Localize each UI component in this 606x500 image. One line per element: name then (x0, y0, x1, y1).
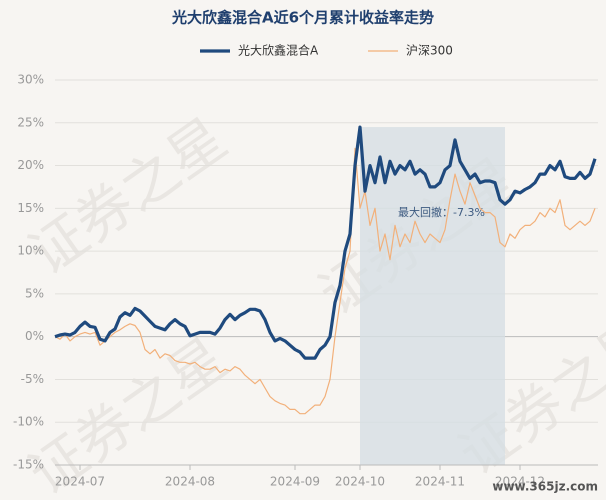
legend-label: 沪深300 (406, 44, 453, 58)
x-tick-label: 2024-10 (335, 475, 385, 489)
y-tick-label: 30% (17, 73, 44, 87)
y-tick-label: -15% (13, 458, 44, 472)
y-tick-label: 10% (17, 244, 44, 258)
site-mark: www.365jz.com (492, 480, 598, 494)
x-tick-label: 2024-11 (415, 475, 465, 489)
y-tick-label: 0% (25, 329, 44, 343)
drawdown-label: 最大回撤：-7.3% (398, 205, 485, 219)
x-tick-label: 2024-08 (165, 475, 215, 489)
legend-label: 光大欣鑫混合A (238, 43, 319, 58)
y-tick-label: 5% (25, 286, 44, 300)
x-tick-label: 2024-09 (270, 475, 320, 489)
y-tick-label: 15% (17, 201, 44, 215)
series-line (54, 125, 597, 360)
x-tick-label: 2024-07 (55, 475, 105, 489)
y-tick-label: 25% (17, 115, 44, 129)
y-tick-label: -5% (21, 372, 44, 386)
chart-title: 光大欣鑫混合A近6个月累计收益率走势 (171, 9, 434, 27)
y-tick-label: 20% (17, 158, 44, 172)
y-tick-label: -10% (13, 415, 44, 429)
series-line (54, 147, 596, 415)
x-tick-label: 2024-12 (495, 475, 545, 489)
drawdown-region (360, 127, 505, 466)
